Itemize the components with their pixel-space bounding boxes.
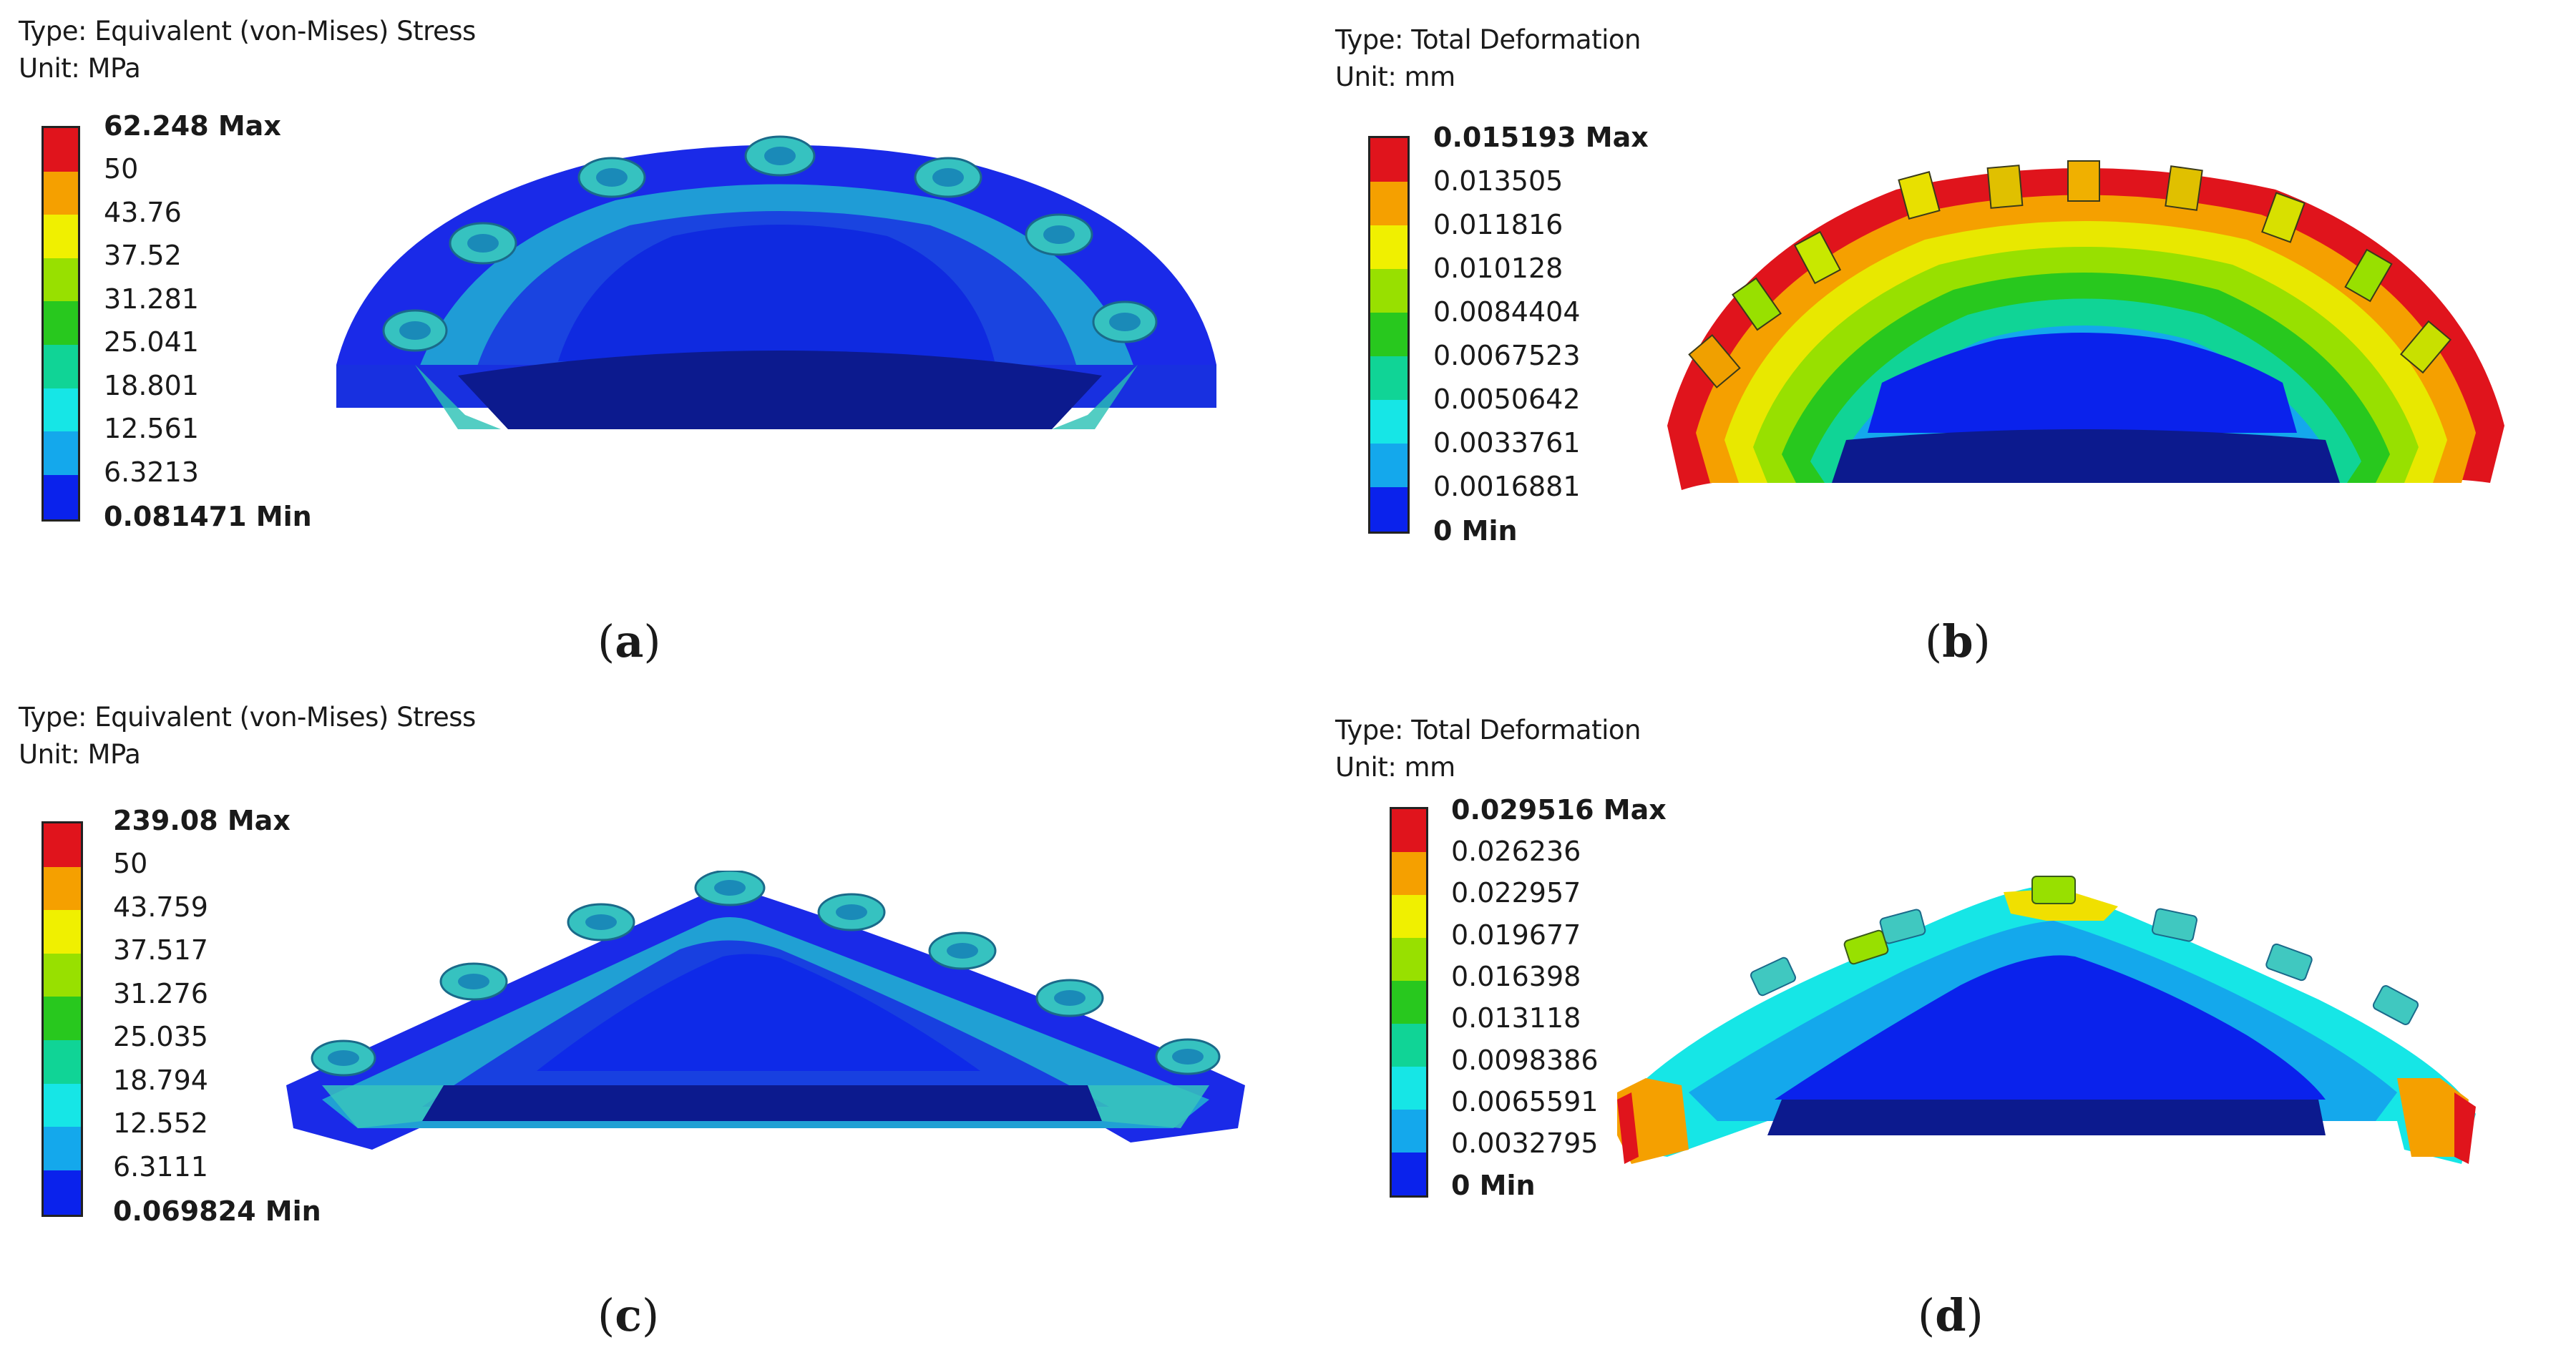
deformation-contour-model [1667, 160, 2504, 490]
deformation-contour-model [1617, 876, 2476, 1164]
scale-label: 0.019677 [1451, 919, 1581, 951]
scale-label: 0.0067523 [1433, 340, 1581, 371]
scale-label: 25.035 [113, 1021, 208, 1052]
panel-d: Type: Total Deformation Unit: mm 0.02951… [1288, 685, 2576, 1369]
scale-label-min: 0 Min [1451, 1170, 1536, 1201]
scale-label: 18.801 [104, 370, 199, 401]
scale-label: 18.794 [113, 1065, 208, 1096]
panel-b: Type: Total Deformation Unit: mm 0.01519… [1288, 0, 2576, 685]
scale-label: 12.552 [113, 1107, 208, 1139]
result-type: Type: Equivalent (von-Mises) Stress [19, 16, 476, 47]
scale-label: 0.013118 [1451, 1002, 1581, 1034]
scale-label: 31.276 [113, 978, 208, 1009]
scale-label: 43.759 [113, 891, 208, 923]
panel-c: Type: Equivalent (von-Mises) Stress Unit… [0, 685, 1288, 1369]
scale-label-max: 0.029516 Max [1451, 794, 1667, 826]
scale-label: 0.0033761 [1433, 427, 1581, 459]
panel-a: Type: Equivalent (von-Mises) Stress Unit… [0, 0, 1288, 685]
caption-letter: b [1942, 615, 1974, 667]
result-unit: Unit: mm [1335, 752, 1455, 783]
result-type: Type: Total Deformation [1335, 715, 1641, 745]
legend-header: Type: Equivalent (von-Mises) Stress Unit… [19, 13, 476, 87]
caption-letter: d [1935, 1289, 1966, 1341]
scale-label: 0.0065591 [1451, 1086, 1599, 1117]
panel-caption: (b) [1925, 615, 1991, 667]
scale-label-max: 239.08 Max [113, 805, 291, 836]
scale-label: 0.016398 [1451, 961, 1581, 992]
legend-header: Type: Total Deformation Unit: mm [1335, 712, 1641, 786]
scale-label-min: 0 Min [1433, 515, 1518, 547]
result-unit: Unit: MPa [19, 739, 141, 770]
result-unit: Unit: MPa [19, 53, 141, 84]
scale-label: 0.022957 [1451, 877, 1581, 909]
stress-contour-model [336, 135, 1216, 429]
scale-label: 37.52 [104, 240, 182, 271]
scale-label: 37.517 [113, 934, 208, 966]
legend-header: Type: Total Deformation Unit: mm [1335, 21, 1641, 96]
scale-label: 0.011816 [1433, 209, 1563, 240]
scale-label: 0.0050642 [1433, 383, 1581, 415]
scale-label: 43.76 [104, 197, 182, 228]
scale-label: 0.026236 [1451, 836, 1581, 867]
color-scale-bar [1390, 807, 1428, 1198]
scale-label: 0.0084404 [1433, 296, 1581, 328]
panel-caption: (a) [597, 615, 661, 667]
scale-label-min: 0.081471 Min [104, 501, 312, 532]
scale-label: 0.013505 [1433, 165, 1563, 197]
scale-label: 0.0098386 [1451, 1044, 1599, 1076]
scale-label: 25.041 [104, 326, 199, 358]
scale-label-max: 0.015193 Max [1433, 122, 1649, 153]
caption-letter: c [615, 1289, 642, 1341]
panel-caption: (d) [1918, 1289, 1984, 1341]
result-type: Type: Equivalent (von-Mises) Stress [19, 702, 476, 733]
scale-label: 0.010128 [1433, 253, 1563, 284]
scale-label-max: 62.248 Max [104, 110, 281, 142]
color-scale-bar [42, 821, 83, 1217]
color-scale-bar [42, 126, 80, 522]
scale-label: 50 [104, 153, 139, 185]
scale-label: 6.3213 [104, 456, 199, 488]
scale-label: 0.0032795 [1451, 1127, 1599, 1159]
legend-header: Type: Equivalent (von-Mises) Stress Unit… [19, 699, 476, 773]
scale-label: 12.561 [104, 413, 199, 444]
result-unit: Unit: mm [1335, 62, 1455, 92]
caption-letter: a [615, 615, 644, 667]
scale-label: 50 [113, 848, 148, 879]
panel-caption: (c) [597, 1289, 660, 1341]
scale-label: 6.3111 [113, 1151, 208, 1183]
stress-contour-model [286, 871, 1245, 1150]
scale-label-min: 0.069824 Min [113, 1195, 321, 1227]
color-scale-bar [1368, 136, 1410, 534]
scale-label: 31.281 [104, 283, 199, 315]
result-type: Type: Total Deformation [1335, 24, 1641, 55]
scale-label: 0.0016881 [1433, 471, 1581, 502]
